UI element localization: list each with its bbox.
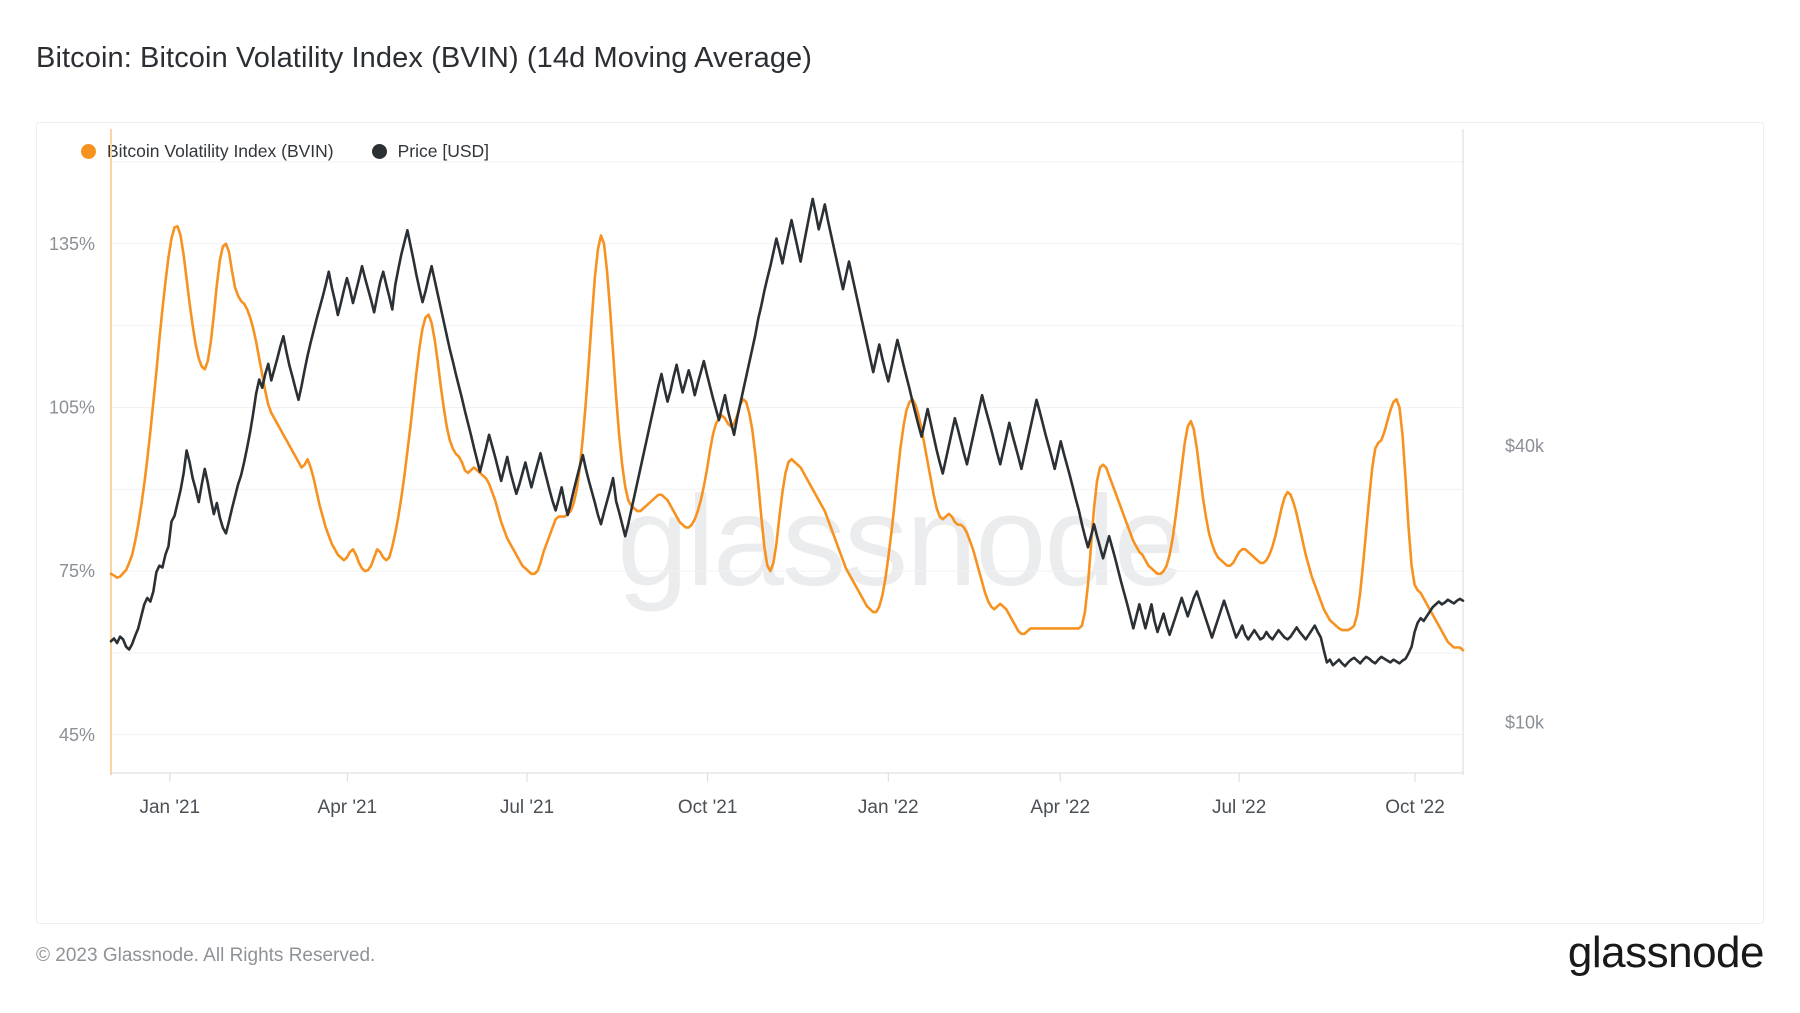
x-axis-tick-label: Apr '22: [1030, 797, 1090, 818]
gridlines: [111, 161, 1463, 736]
glassnode-logo: glassnode: [1567, 928, 1765, 977]
chart-legend: Bitcoin Volatility Index (BVIN) Price [U…: [81, 138, 489, 164]
x-axis-tick-label: Jan '22: [858, 797, 919, 818]
copyright-text: © 2023 Glassnode. All Rights Reserved.: [36, 945, 376, 966]
y-axis-right-labels: $40k $10k: [1505, 436, 1545, 732]
x-axis-tick-label: Jan '21: [139, 797, 200, 818]
x-axis-tick-label: Oct '21: [678, 797, 738, 818]
x-axis-tick-label: Apr '21: [318, 797, 378, 818]
chart-svg: 135% 105% 75% 45% $40k $10k Jan '21 Apr '21 Ju…: [49, 129, 1545, 818]
legend-item-bvin[interactable]: Bitcoin Volatility Index (BVIN): [81, 141, 334, 162]
legend-item-price[interactable]: Price [USD]: [371, 140, 490, 162]
y-axis-left-labels: 135% 105% 75% 45%: [49, 234, 95, 745]
legend-label-bvin: Bitcoin Volatility Index (BVIN): [107, 140, 334, 161]
x-axis-tick-label: Oct '22: [1385, 797, 1445, 818]
y-axis-left-tick-label: 135%: [49, 234, 95, 254]
x-axis-tick-label: Jul '22: [1212, 797, 1266, 818]
page-title: Bitcoin: Bitcoin Volatility Index (BVIN)…: [36, 42, 813, 74]
y-axis-left-tick-label: 105%: [49, 397, 95, 417]
x-axis-labels: Jan '21 Apr '21 Jul '21 Oct '21 Jan '22 Apr '…: [139, 797, 1444, 818]
plot-area: 135% 105% 75% 45% $40k $10k Jan '21 Apr '21 Ju…: [37, 123, 1763, 923]
y-axis-left-tick-label: 45%: [59, 725, 95, 745]
series-lines: [109, 197, 1465, 668]
series-line-price: [109, 197, 1465, 668]
legend-color-dot-price: [371, 143, 387, 159]
series-line-bvin: [109, 224, 1465, 652]
legend-color-dot-bvin: [81, 143, 96, 159]
axis-lines: [110, 129, 1464, 782]
y-axis-right-tick-label: $10k: [1505, 712, 1545, 732]
y-axis-left-tick-label: 75%: [59, 561, 95, 581]
chart-panel: Bitcoin Volatility Index (BVIN) Price [U…: [36, 122, 1764, 924]
y-axis-right-tick-label: $40k: [1505, 436, 1545, 456]
x-axis-tick-label: Jul '21: [500, 797, 554, 818]
legend-label-price: Price [USD]: [397, 140, 490, 161]
